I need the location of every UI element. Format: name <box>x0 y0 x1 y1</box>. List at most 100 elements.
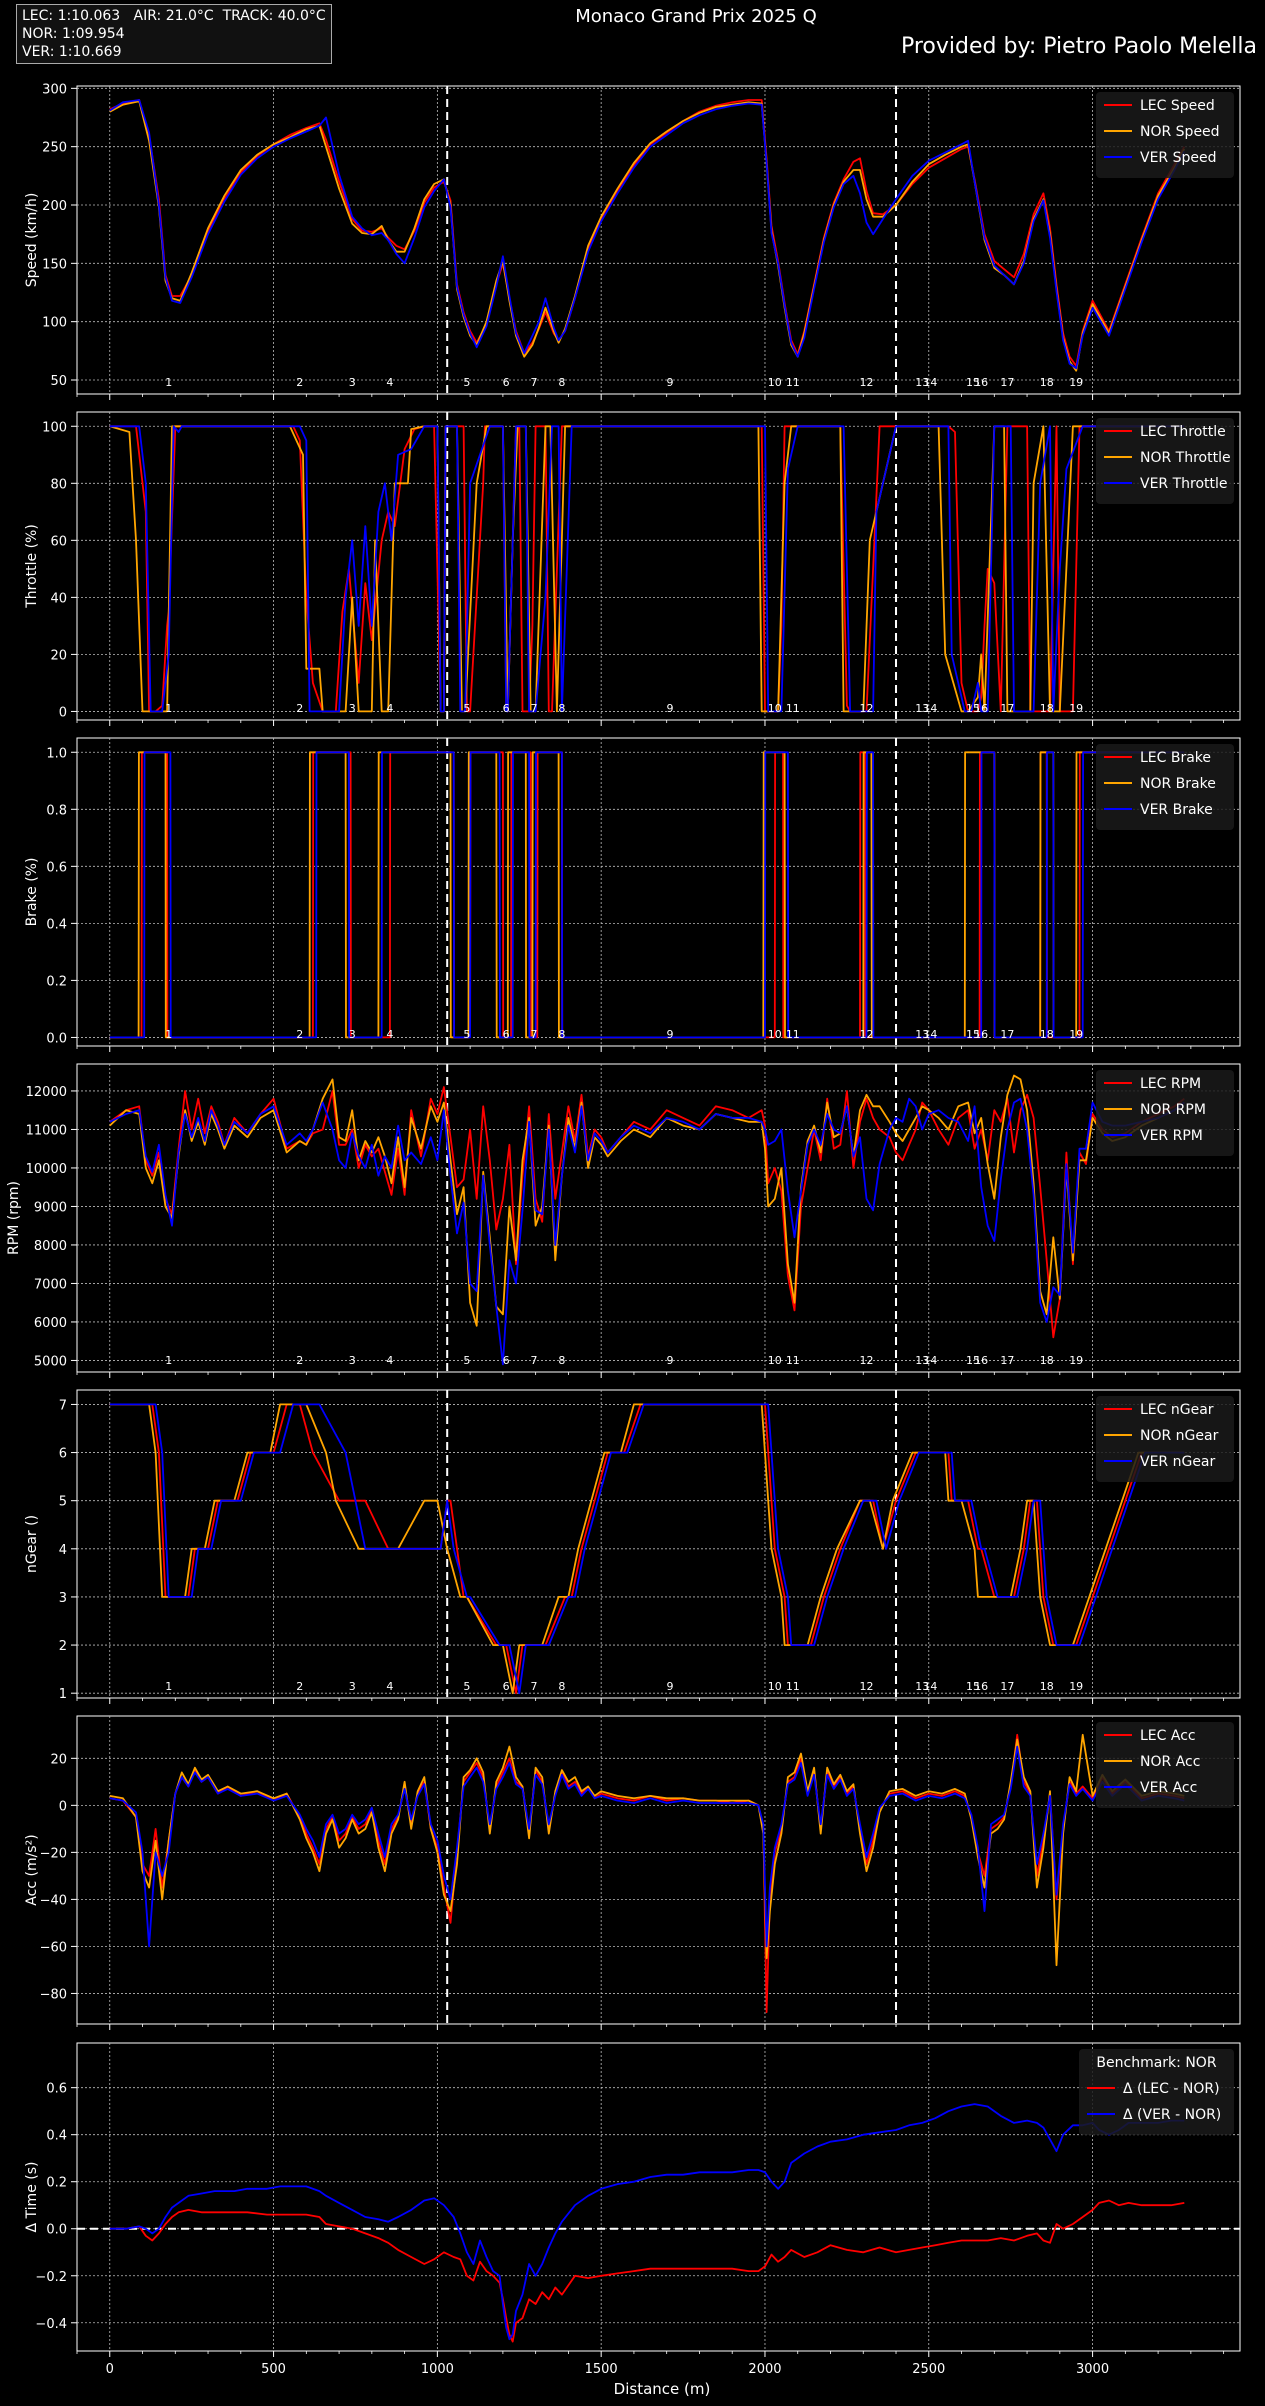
legend-entry: VER RPM <box>1140 1128 1203 1144</box>
corner-label: 9 <box>666 1680 673 1693</box>
legend: LEC nGear NOR nGear VER nGear <box>1096 1396 1234 1482</box>
corner-label: 3 <box>349 1028 356 1041</box>
corner-label: 17 <box>1000 702 1014 715</box>
series-line-ver <box>109 1097 1185 1366</box>
corner-label: 7 <box>531 376 538 389</box>
corner-label: 19 <box>1069 1354 1083 1367</box>
corner-label: 13 <box>915 1028 929 1041</box>
corner-label: 5 <box>463 702 470 715</box>
corner-label: 3 <box>349 1680 356 1693</box>
x-tick-label: 1500 <box>585 2362 618 2377</box>
y-tick-label: 2 <box>59 1639 67 1654</box>
legend-entry: LEC RPM <box>1140 1076 1201 1092</box>
series-line-nor <box>109 1074 1185 1327</box>
series-line-nor <box>109 1403 1185 1695</box>
y-tick-label: 8000 <box>34 1239 67 1254</box>
y-tick-label: 0.8 <box>46 803 67 818</box>
figure-title: Monaco Grand Prix 2025 Q <box>575 6 817 27</box>
series-line-ver <box>109 1403 1185 1695</box>
panel-acc: −80 −60 −40 −20 0 20 Acc (m/s²) LEC Acc NOR Acc V… <box>24 1715 1241 2030</box>
y-tick-label: 100 <box>42 420 67 435</box>
corner-label: 9 <box>666 376 673 389</box>
corner-label: 14 <box>923 702 937 715</box>
series-line-nor <box>109 1733 1185 1967</box>
corner-label: 15 <box>966 702 980 715</box>
y-tick-label: 5000 <box>34 1354 67 1369</box>
corner-label: 17 <box>1000 1680 1014 1693</box>
y-axis-label: Brake (%) <box>24 858 40 927</box>
corner-label: 3 <box>349 702 356 715</box>
y-tick-label: 300 <box>42 82 67 97</box>
legend: LEC Throttle NOR Throttle VER Throttle <box>1096 418 1234 504</box>
corner-label: 16 <box>974 1028 988 1041</box>
x-tick-label: 3000 <box>1076 2362 1109 2377</box>
y-tick-label: 20 <box>50 1752 67 1767</box>
y-tick-label: 80 <box>50 477 67 492</box>
corner-label: 16 <box>974 1354 988 1367</box>
legend-entry: LEC Speed <box>1140 98 1215 114</box>
y-tick-label: −20 <box>40 1846 67 1861</box>
corner-label: 7 <box>531 1028 538 1041</box>
corner-label: 10 <box>768 1354 782 1367</box>
corner-label: 8 <box>558 1680 565 1693</box>
x-tick-label: 1000 <box>421 2362 454 2377</box>
corner-label: 19 <box>1069 376 1083 389</box>
corner-label: 1 <box>165 1028 172 1041</box>
corner-label: 14 <box>923 1680 937 1693</box>
corner-label: 15 <box>966 1028 980 1041</box>
corner-label: 11 <box>786 702 800 715</box>
legend-entry: NOR Throttle <box>1140 450 1231 466</box>
corner-label: 17 <box>1000 1028 1014 1041</box>
series-line-ver <box>109 2103 1185 2341</box>
corner-label: 4 <box>386 376 393 389</box>
panel-frame <box>76 411 1241 721</box>
y-axis-label: RPM (rpm) <box>6 1181 22 1255</box>
corner-label: 2 <box>296 1354 303 1367</box>
corner-label: 5 <box>463 1680 470 1693</box>
corner-label: 5 <box>463 1354 470 1367</box>
legend-entry: NOR nGear <box>1140 1428 1219 1444</box>
corner-label: 9 <box>666 1354 673 1367</box>
corner-label: 12 <box>860 1028 874 1041</box>
corner-label: 6 <box>503 1028 510 1041</box>
y-tick-label: 4 <box>59 1543 67 1558</box>
panel-frame <box>76 737 1241 1047</box>
legend: LEC Brake NOR Brake VER Brake <box>1096 744 1234 830</box>
info-line-lec-weather: LEC: 1:10.063 AIR: 21.0°C TRACK: 40.0°C <box>22 8 326 24</box>
legend: Benchmark: NOR Δ (LEC - NOR) Δ (VER - NOR) <box>1079 2049 1234 2135</box>
legend-entry: NOR Acc <box>1140 1754 1200 1770</box>
corner-label: 5 <box>463 376 470 389</box>
y-tick-label: 40 <box>50 591 67 606</box>
corner-label: 4 <box>386 1028 393 1041</box>
corner-label: 6 <box>503 1680 510 1693</box>
legend-entry: LEC Brake <box>1140 750 1211 766</box>
corner-label: 8 <box>558 1028 565 1041</box>
credit-text: Provided by: Pietro Paolo Melella <box>900 34 1257 59</box>
corner-label: 14 <box>923 1028 937 1041</box>
y-tick-label: 100 <box>42 316 67 331</box>
corner-label: 2 <box>296 702 303 715</box>
y-tick-label: 150 <box>42 257 67 272</box>
y-tick-label: 0.0 <box>46 1031 67 1046</box>
y-tick-label: −60 <box>40 1940 67 1955</box>
corner-label: 1 <box>165 376 172 389</box>
corner-label: 6 <box>503 1354 510 1367</box>
corner-label: 4 <box>386 1680 393 1693</box>
y-tick-label: 50 <box>50 374 67 389</box>
corner-label: 9 <box>666 702 673 715</box>
y-tick-label: 12000 <box>26 1085 67 1100</box>
corner-label: 13 <box>915 1354 929 1367</box>
corner-label: 10 <box>768 702 782 715</box>
corner-label: 16 <box>974 376 988 389</box>
x-tick-label: 2000 <box>748 2362 781 2377</box>
series-line-ver <box>109 1745 1185 1948</box>
y-axis-label: nGear () <box>24 1515 40 1573</box>
legend-entry: NOR Speed <box>1140 124 1220 140</box>
corner-label: 14 <box>923 376 937 389</box>
legend-entry: NOR Brake <box>1140 776 1216 792</box>
panel-frame <box>76 1063 1241 1373</box>
corner-label: 12 <box>860 1354 874 1367</box>
corner-label: 12 <box>860 376 874 389</box>
